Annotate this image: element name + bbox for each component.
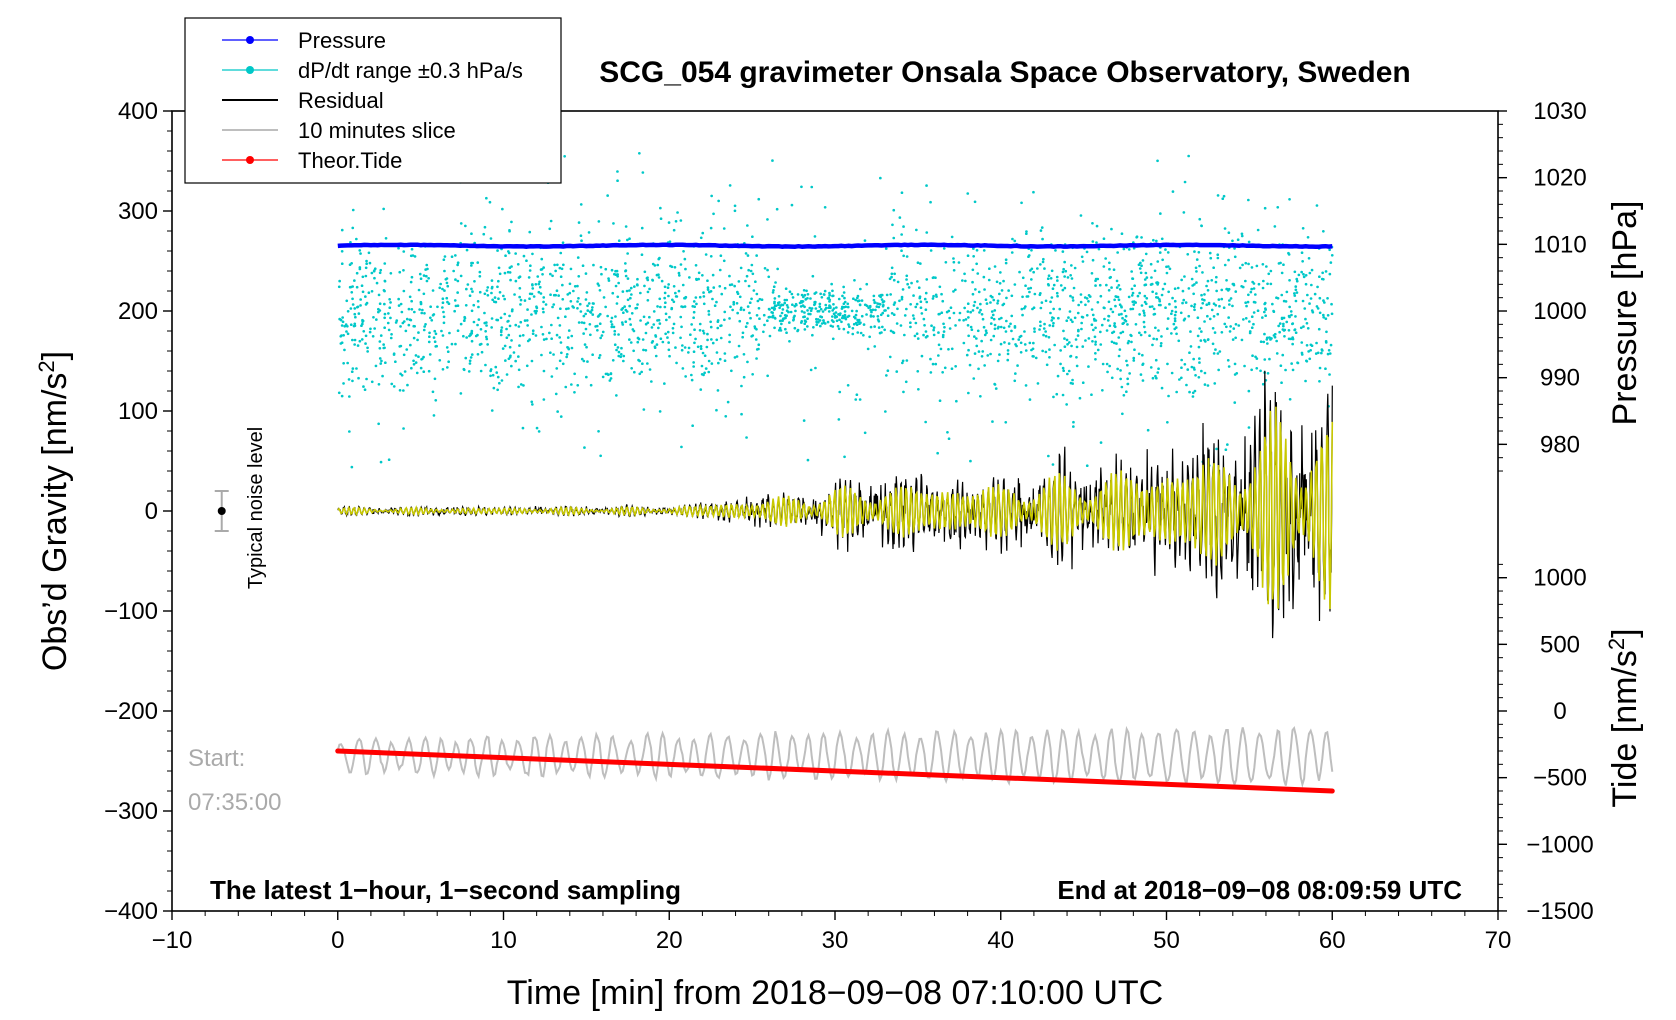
y-left-tick-label: −200: [104, 698, 158, 725]
y-left-tick-label: −100: [104, 598, 158, 625]
y-left-tick-label: 200: [118, 298, 158, 325]
series-lines: [335, 242, 1335, 794]
x-tick-label: 60: [1319, 927, 1346, 954]
y-pressure-tick-label: 1000: [1533, 298, 1586, 325]
start-label: Start:: [188, 745, 245, 772]
legend-label-slice: 10 minutes slice: [298, 118, 456, 143]
slice-line: [336, 725, 1334, 789]
y-left-tick-label: 100: [118, 398, 158, 425]
y-left-tick-label: −400: [104, 898, 158, 925]
dpdt-points: [337, 150, 1334, 469]
legend-dot-dpdt: [246, 66, 254, 74]
start-time: 07:35:00: [188, 789, 281, 816]
legend-pressure: Pressure: [222, 28, 386, 53]
legend-tide: Theor.Tide: [222, 148, 402, 173]
y-pressure-tick-label: 1030: [1533, 98, 1586, 125]
legend-label-residual: Residual: [298, 88, 384, 113]
dpdt-scatter: [337, 150, 1334, 469]
y-pressure-tick-label: 1010: [1533, 231, 1586, 258]
y-pressure-tick-label: 990: [1540, 365, 1580, 392]
bottom-right-note: End at 2018−09−08 08:09:59 UTC: [1057, 875, 1462, 905]
noise-label: Typical noise level: [245, 427, 267, 589]
tide-line: [335, 748, 1335, 794]
legend-label-dpdt: dP/dt range ±0.3 hPa/s: [298, 58, 523, 83]
y-left-tick-label: 0: [145, 498, 158, 525]
y-tide-tick-label: 500: [1540, 631, 1580, 658]
x-tick-label: −10: [152, 927, 193, 954]
y-tide-tick-label: 1000: [1533, 565, 1586, 592]
axis-ticks: −10 0 10 20 30 40 50 60 704003002001000−100−200−…: [104, 98, 1594, 954]
y-axis-label-left: Obs’d Gravity [nm/s2]: [34, 351, 74, 671]
x-tick-label: 0: [331, 927, 344, 954]
y-tide-tick-label: −500: [1533, 765, 1587, 792]
legend-dot-tide: [246, 156, 254, 164]
legend-label-pressure: Pressure: [298, 28, 386, 53]
y-tide-tick-label: −1500: [1526, 898, 1593, 925]
x-tick-label: 70: [1485, 927, 1512, 954]
x-tick-label: 40: [987, 927, 1014, 954]
x-tick-label: 20: [656, 927, 683, 954]
legend-slice: 10 minutes slice: [222, 118, 456, 143]
y-tide-tick-label: −1000: [1526, 831, 1593, 858]
chart-title: SCG_054 gravimeter Onsala Space Observat…: [599, 56, 1411, 89]
legend-residual: Residual: [222, 88, 384, 113]
pressure-line: [337, 242, 1333, 249]
y-left-tick-label: 300: [118, 198, 158, 225]
y-tide-tick-label: 0: [1553, 698, 1566, 725]
y-pressure-tick-label: 1020: [1533, 165, 1586, 192]
y-pressure-tick-label: 980: [1540, 431, 1580, 458]
legend: Pressure dP/dt range ±0.3 hPa/s Residual…: [184, 17, 562, 184]
x-tick-label: 30: [822, 927, 849, 954]
x-tick-label: 50: [1153, 927, 1180, 954]
legend-dot-pressure: [246, 36, 254, 44]
legend-dpdt: dP/dt range ±0.3 hPa/s: [222, 58, 523, 83]
legend-label-tide: Theor.Tide: [298, 148, 402, 173]
x-tick-label: 10: [490, 927, 517, 954]
x-axis-label: Time [min] from 2018−09−08 07:10:00 UTC: [507, 974, 1163, 1012]
bottom-left-note: The latest 1−hour, 1−second sampling: [210, 875, 681, 905]
noise-marker: Typical noise level: [214, 427, 267, 589]
noise-dot: [217, 507, 226, 515]
y-left-tick-label: 400: [118, 98, 158, 125]
y-left-tick-label: −300: [104, 798, 158, 825]
y-axis-label-tide: Tide [nm/s2]: [1604, 628, 1644, 807]
filtered-residual-line: [337, 406, 1334, 610]
y-axis-label-pressure: Pressure [hPa]: [1606, 201, 1644, 426]
